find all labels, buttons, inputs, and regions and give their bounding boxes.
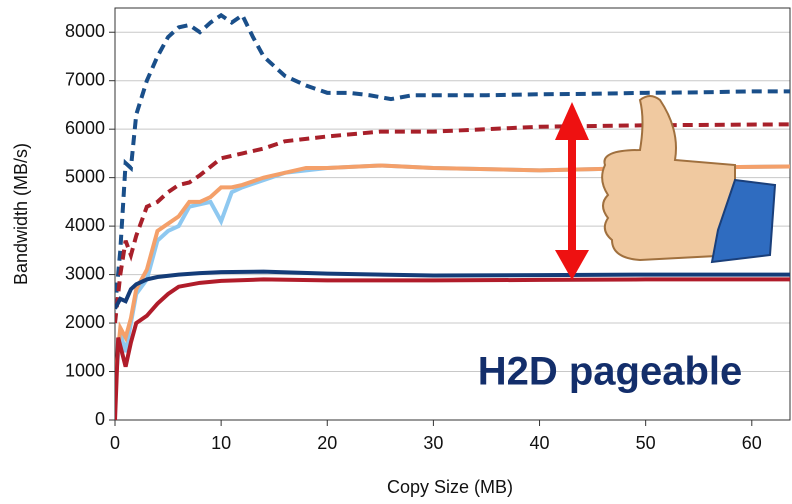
y-tick-label: 5000 xyxy=(65,166,105,186)
x-tick-label: 60 xyxy=(742,433,762,453)
line-series xyxy=(115,12,790,309)
x-tick-label: 30 xyxy=(423,433,443,453)
x-tick-label: 40 xyxy=(530,433,550,453)
y-tick-label: 8000 xyxy=(65,21,105,41)
plot-frame xyxy=(114,7,791,421)
x-tick-label: 20 xyxy=(317,433,337,453)
y-tick-label: 2000 xyxy=(65,312,105,332)
thumbs-up-icon xyxy=(601,95,777,264)
y-tick-label: 1000 xyxy=(65,360,105,380)
arrow xyxy=(555,102,589,280)
line-series xyxy=(115,269,790,310)
line-series xyxy=(115,163,790,382)
line-series xyxy=(115,122,790,324)
x-tick-label: 50 xyxy=(636,433,656,453)
y-tick-label: 0 xyxy=(95,409,105,429)
x-tick-label: 0 xyxy=(110,433,120,453)
x-axis-label: Copy Size (MB) xyxy=(387,477,513,497)
x-tick-label: 10 xyxy=(211,433,231,453)
y-axis-label: Bandwidth (MB/s) xyxy=(11,143,31,285)
y-tick-label: 4000 xyxy=(65,215,105,235)
y-tick-label: 6000 xyxy=(65,118,105,138)
line-series xyxy=(115,277,790,420)
y-tick-label: 3000 xyxy=(65,263,105,283)
y-tick-label: 7000 xyxy=(65,69,105,89)
series-group xyxy=(115,12,790,420)
annotation: H2D pageable xyxy=(478,350,743,394)
